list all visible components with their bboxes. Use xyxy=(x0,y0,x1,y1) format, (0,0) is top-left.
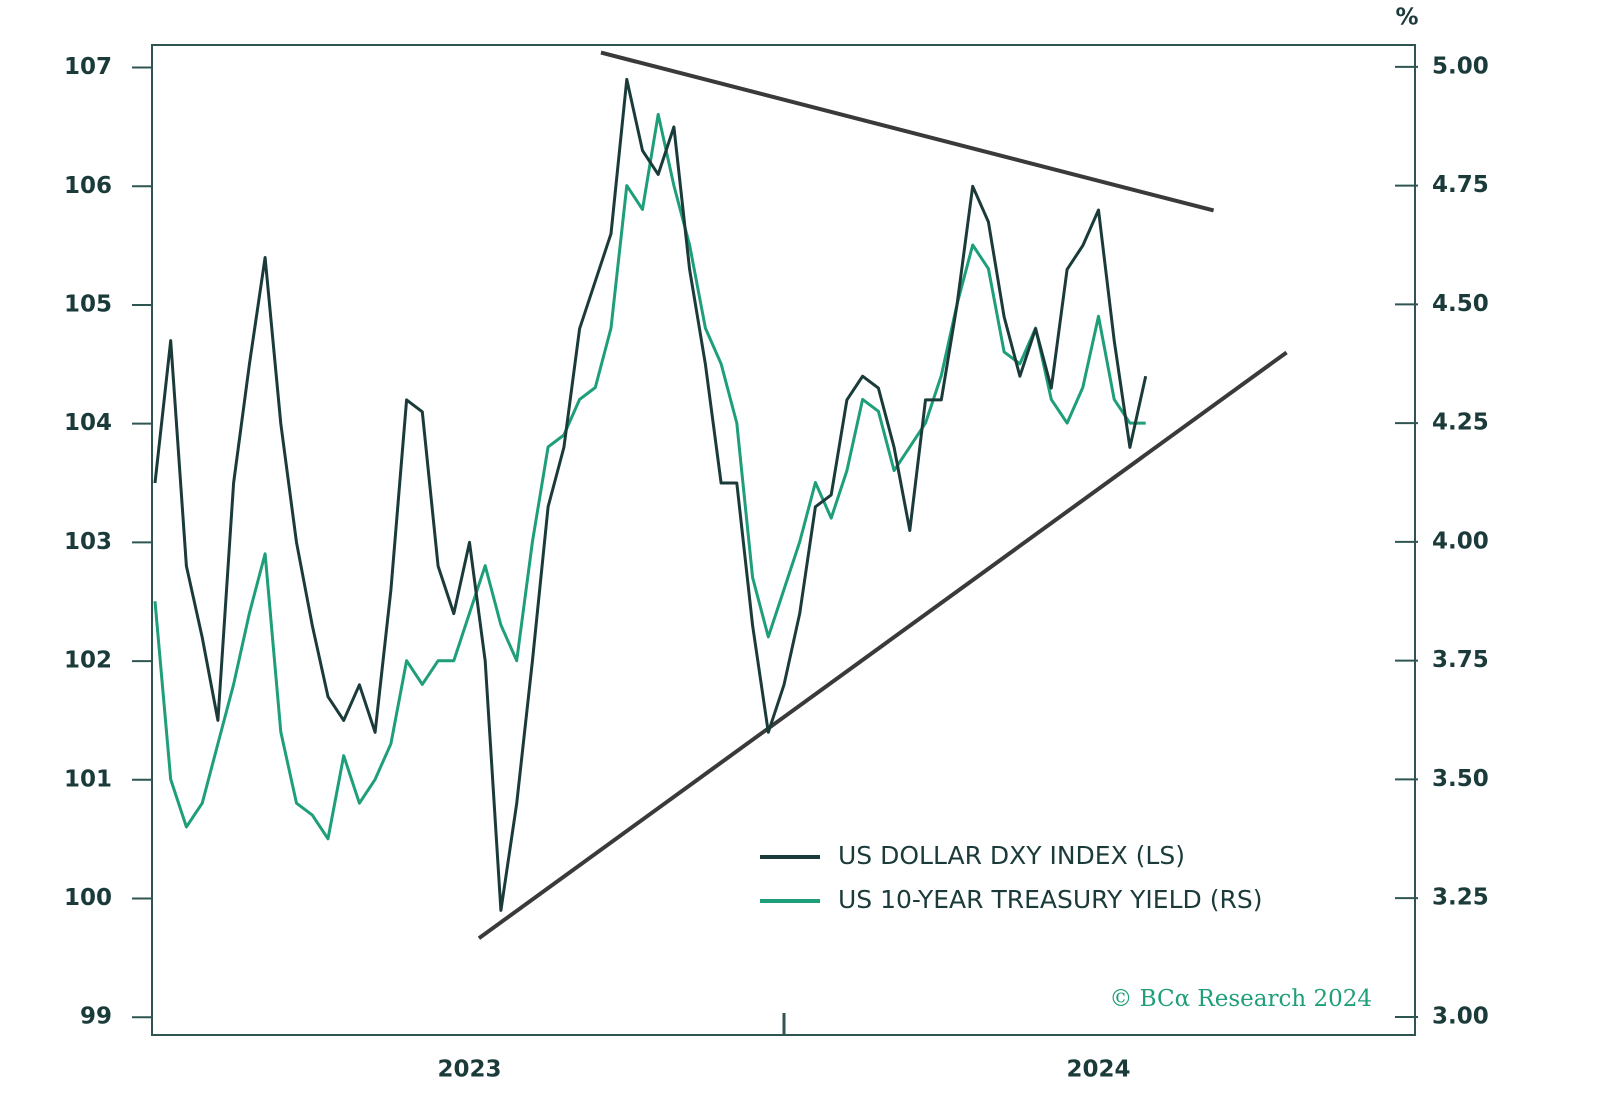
y-tick-label: 99 xyxy=(80,1004,112,1030)
trendline xyxy=(477,350,1288,940)
y2-tick-label: 5.00 xyxy=(1432,53,1489,79)
y2-tick-label: 4.00 xyxy=(1432,528,1489,554)
y2-tick-label: 4.25 xyxy=(1432,410,1489,436)
y2-unit: % xyxy=(1395,5,1418,31)
x-tick-label: 2024 xyxy=(1066,1057,1130,1083)
source: © BCα Research 2024 xyxy=(1109,986,1372,1012)
y-tick-label: 105 xyxy=(64,291,112,317)
y2-tick-label: 4.75 xyxy=(1432,172,1489,198)
series-line xyxy=(153,112,1146,841)
trendline xyxy=(600,50,1215,213)
y2-tick-label: 4.50 xyxy=(1432,291,1489,317)
legend-label: US DOLLAR DXY INDEX (LS) xyxy=(838,841,1185,870)
y-tick-label: 103 xyxy=(64,529,112,555)
legend-label: US 10-YEAR TREASURY YIELD (RS) xyxy=(838,885,1262,914)
y-tick-label: 101 xyxy=(64,766,112,792)
y-tick-label: 102 xyxy=(64,648,112,674)
y-tick-label: 104 xyxy=(64,410,112,436)
y2-tick-label: 3.25 xyxy=(1432,885,1489,911)
y2-tick-label: 3.50 xyxy=(1432,766,1489,792)
y-tick-label: 106 xyxy=(64,173,112,199)
y2-tick-label: 3.00 xyxy=(1432,1003,1489,1029)
x-tick-label: 2023 xyxy=(437,1057,501,1083)
y-tick-label: 107 xyxy=(64,54,112,80)
y-tick-label: 100 xyxy=(64,885,112,911)
series-line xyxy=(153,77,1148,912)
y2-tick-label: 3.75 xyxy=(1432,647,1489,673)
